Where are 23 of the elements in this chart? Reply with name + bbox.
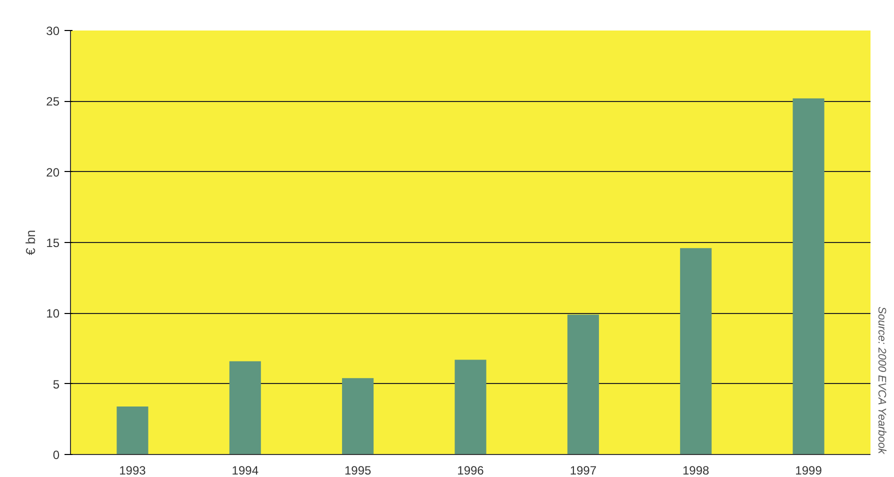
bar [567, 314, 599, 454]
bar [229, 361, 261, 454]
x-tick-label: 1999 [795, 464, 822, 477]
y-tick-label: 20 [46, 165, 60, 180]
x-tick-label: 1993 [119, 464, 146, 477]
bar [454, 360, 486, 454]
y-tick-label: 10 [46, 306, 60, 321]
y-tick-label: 0 [52, 448, 60, 462]
x-tick-label: 1996 [457, 464, 484, 477]
x-tick-label: 1997 [570, 464, 597, 477]
bar [680, 248, 712, 454]
bar [116, 406, 148, 454]
x-tick-label: 1995 [344, 464, 372, 477]
y-tick-label: 30 [46, 24, 60, 38]
bar [792, 98, 824, 454]
x-tick-label: 1998 [682, 464, 710, 477]
y-tick-label: 5 [52, 377, 60, 392]
y-tick-label: 15 [46, 236, 60, 250]
y-tick-label: 25 [46, 94, 60, 109]
bar [342, 378, 374, 454]
source-note: Source: 2000 EVCA Yearbook [876, 306, 888, 454]
x-tick-label: 1994 [232, 464, 259, 477]
y-axis-title: € bn [23, 230, 38, 256]
